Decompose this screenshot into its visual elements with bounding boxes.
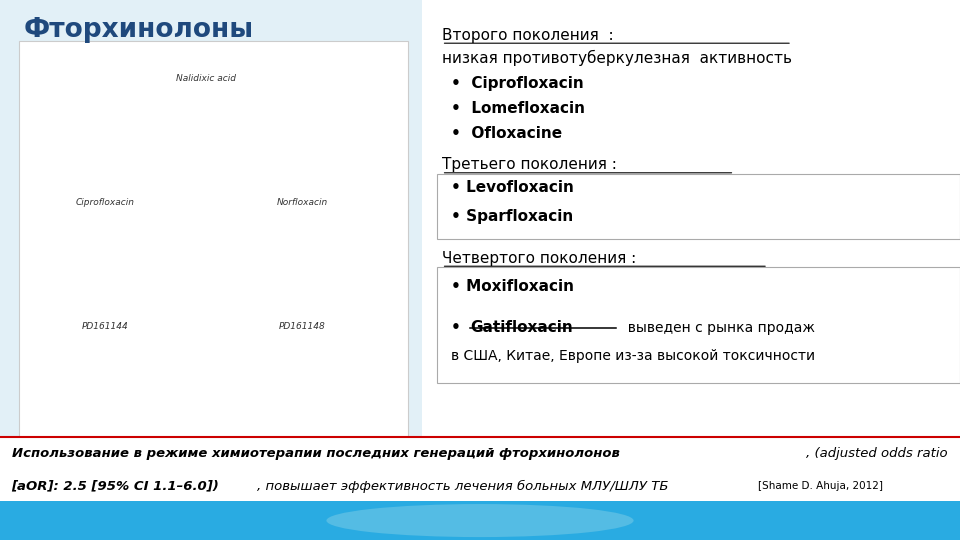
- Text: низкая противотуберкулезная  активность: низкая противотуберкулезная активность: [442, 50, 792, 66]
- FancyBboxPatch shape: [0, 0, 422, 501]
- Ellipse shape: [326, 504, 634, 537]
- FancyBboxPatch shape: [437, 267, 960, 383]
- Text: [Shame D. Ahuja, 2012]: [Shame D. Ahuja, 2012]: [758, 481, 883, 491]
- Text: [aOR]: 2.5 [95% CI 1.1–6.0]): [aOR]: 2.5 [95% CI 1.1–6.0]): [12, 480, 219, 492]
- Text: выведен с рынка продаж: выведен с рынка продаж: [619, 321, 815, 335]
- Text: Gatifloxacin: Gatifloxacin: [276, 447, 329, 455]
- Text: •  Lomefloxacin: • Lomefloxacin: [451, 101, 586, 116]
- Text: • Sparfloxacin: • Sparfloxacin: [451, 208, 573, 224]
- FancyBboxPatch shape: [0, 501, 960, 540]
- Text: Четвертого поколения :: Четвертого поколения :: [442, 251, 636, 266]
- Text: в США, Китае, Европе из-за высокой токсичности: в США, Китае, Европе из-за высокой токси…: [451, 349, 815, 363]
- Text: •: •: [451, 320, 467, 335]
- Text: Третьего поколения :: Третьего поколения :: [442, 157, 616, 172]
- Text: •  Ciprofloxacin: • Ciprofloxacin: [451, 76, 584, 91]
- FancyBboxPatch shape: [19, 40, 408, 491]
- Text: Ciprofloxacin: Ciprofloxacin: [76, 198, 135, 207]
- Text: Norfloxacin: Norfloxacin: [276, 198, 328, 207]
- Text: PD161144: PD161144: [83, 322, 129, 331]
- Text: PD161148: PD161148: [279, 322, 325, 331]
- Text: Gatifloxacin: Gatifloxacin: [470, 320, 573, 335]
- Text: Фторхинолоны: Фторхинолоны: [24, 17, 254, 43]
- FancyBboxPatch shape: [422, 0, 960, 501]
- FancyBboxPatch shape: [0, 0, 960, 501]
- FancyBboxPatch shape: [437, 174, 960, 239]
- Text: Nalidixic acid: Nalidixic acid: [177, 74, 236, 83]
- Text: Второго поколения  :: Второго поколения :: [442, 28, 613, 43]
- Text: Использование в режиме химиотерапии последних генераций фторхинолонов: Использование в режиме химиотерапии посл…: [12, 447, 619, 460]
- Text: • Moxifloxacin: • Moxifloxacin: [451, 279, 574, 294]
- Text: , повышает эффективность лечения больных МЛУ/ШЛУ ТБ: , повышает эффективность лечения больных…: [257, 480, 673, 492]
- Text: •  Ofloxacine: • Ofloxacine: [451, 126, 563, 141]
- FancyBboxPatch shape: [0, 437, 960, 501]
- Text: • Levofloxacin: • Levofloxacin: [451, 180, 574, 195]
- Text: Moxifloxacin: Moxifloxacin: [78, 447, 133, 455]
- Text: , (adjusted odds ratio: , (adjusted odds ratio: [806, 447, 948, 460]
